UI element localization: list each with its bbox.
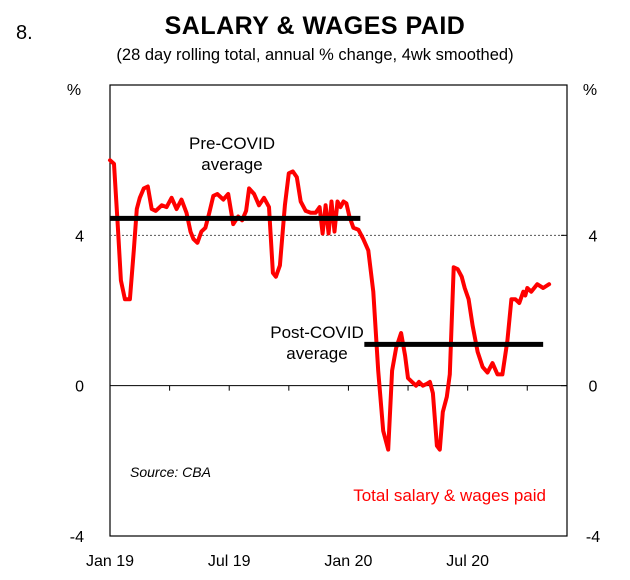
- post-covid-annotation-line-2: average: [286, 344, 347, 363]
- post-covid-annotation-line-1: Post-COVID: [270, 323, 364, 342]
- pre-covid-annotation-line-2: average: [201, 155, 262, 174]
- y-tick-label-left--4: -4: [70, 529, 84, 546]
- chart-title: SALARY & WAGES PAID: [164, 12, 466, 40]
- series-line-salary-wages: [108, 158, 552, 452]
- x-tick-label-jan-19: Jan 19: [86, 553, 134, 570]
- y-tick-label-right--4: -4: [586, 529, 600, 546]
- x-tick-label-jul-19: Jul 19: [208, 553, 251, 570]
- legend-label-salary-wages: Total salary & wages paid: [353, 486, 546, 505]
- figure-number: 8.: [16, 22, 33, 44]
- plot-area: [109, 84, 568, 537]
- y-tick-label-left-0: 0: [75, 379, 84, 396]
- y-tick-label-right-0: 0: [589, 379, 598, 396]
- y-axis-unit-left: %: [67, 82, 81, 99]
- y-tick-label-left-4: 4: [75, 228, 84, 245]
- source-note: Source: CBA: [130, 464, 211, 480]
- x-tick-label-jul-20: Jul 20: [446, 553, 489, 570]
- pre-covid-annotation-line-1: Pre-COVID: [189, 134, 275, 153]
- y-axis-unit-right: %: [583, 82, 597, 99]
- y-tick-label-right-4: 4: [589, 228, 598, 245]
- x-tick-label-jan-20: Jan 20: [324, 553, 372, 570]
- chart-subtitle: (28 day rolling total, annual % change, …: [116, 46, 514, 64]
